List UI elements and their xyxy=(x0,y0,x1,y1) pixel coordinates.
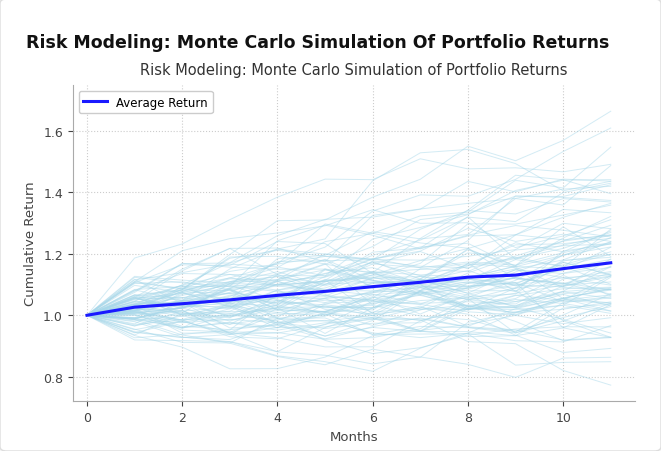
Average Return xyxy=(559,267,567,272)
Average Return xyxy=(416,280,424,285)
Average Return xyxy=(607,261,615,266)
Average Return xyxy=(178,301,186,307)
Average Return xyxy=(83,313,91,318)
Average Return xyxy=(464,275,472,280)
Average Return xyxy=(226,298,234,303)
Average Return xyxy=(274,293,282,299)
Legend: Average Return: Average Return xyxy=(79,92,213,114)
Average Return xyxy=(321,289,329,295)
Line: Average Return: Average Return xyxy=(87,263,611,316)
Title: Risk Modeling: Monte Carlo Simulation of Portfolio Returns: Risk Modeling: Monte Carlo Simulation of… xyxy=(140,63,567,78)
Average Return xyxy=(512,273,520,278)
Y-axis label: Cumulative Return: Cumulative Return xyxy=(24,181,38,306)
Average Return xyxy=(369,284,377,290)
X-axis label: Months: Months xyxy=(329,430,378,442)
Average Return xyxy=(131,305,139,310)
Text: Risk Modeling: Monte Carlo Simulation Of Portfolio Returns: Risk Modeling: Monte Carlo Simulation Of… xyxy=(26,34,610,52)
